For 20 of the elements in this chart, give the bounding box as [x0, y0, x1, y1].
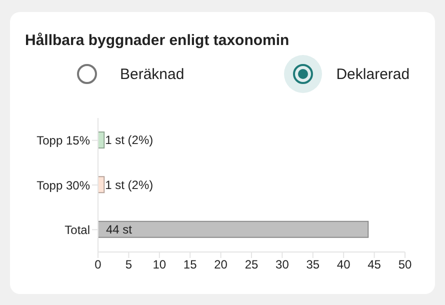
x-tick-label: 20 [214, 258, 228, 272]
x-tick-label: 40 [336, 258, 351, 272]
x-tick-label: 15 [183, 258, 198, 272]
data-label: 1 st (2%) [105, 133, 154, 148]
data-label: 1 st (2%) [105, 178, 154, 192]
x-tick-label: 0 [94, 258, 102, 272]
chart-title: Hållbara byggnader enligt taxonomin [25, 32, 290, 49]
x-tick-label: 45 [368, 258, 382, 272]
x-tick-label: 5 [125, 258, 132, 272]
data-label: 44 st [106, 222, 133, 237]
text: Beräknad [120, 66, 184, 82]
y-tick-label: Topp 30% [36, 178, 90, 192]
y-tick-label: Total [64, 222, 90, 237]
x-tick-label: 25 [244, 258, 258, 272]
x-tick-label: 30 [276, 258, 290, 272]
x-tick-label: 10 [152, 258, 166, 272]
x-tick-label: 50 [398, 258, 412, 272]
y-tick-label: Topp 15% [36, 134, 90, 148]
x-tick-label: 35 [306, 258, 320, 272]
text: Deklarerad [336, 66, 410, 82]
